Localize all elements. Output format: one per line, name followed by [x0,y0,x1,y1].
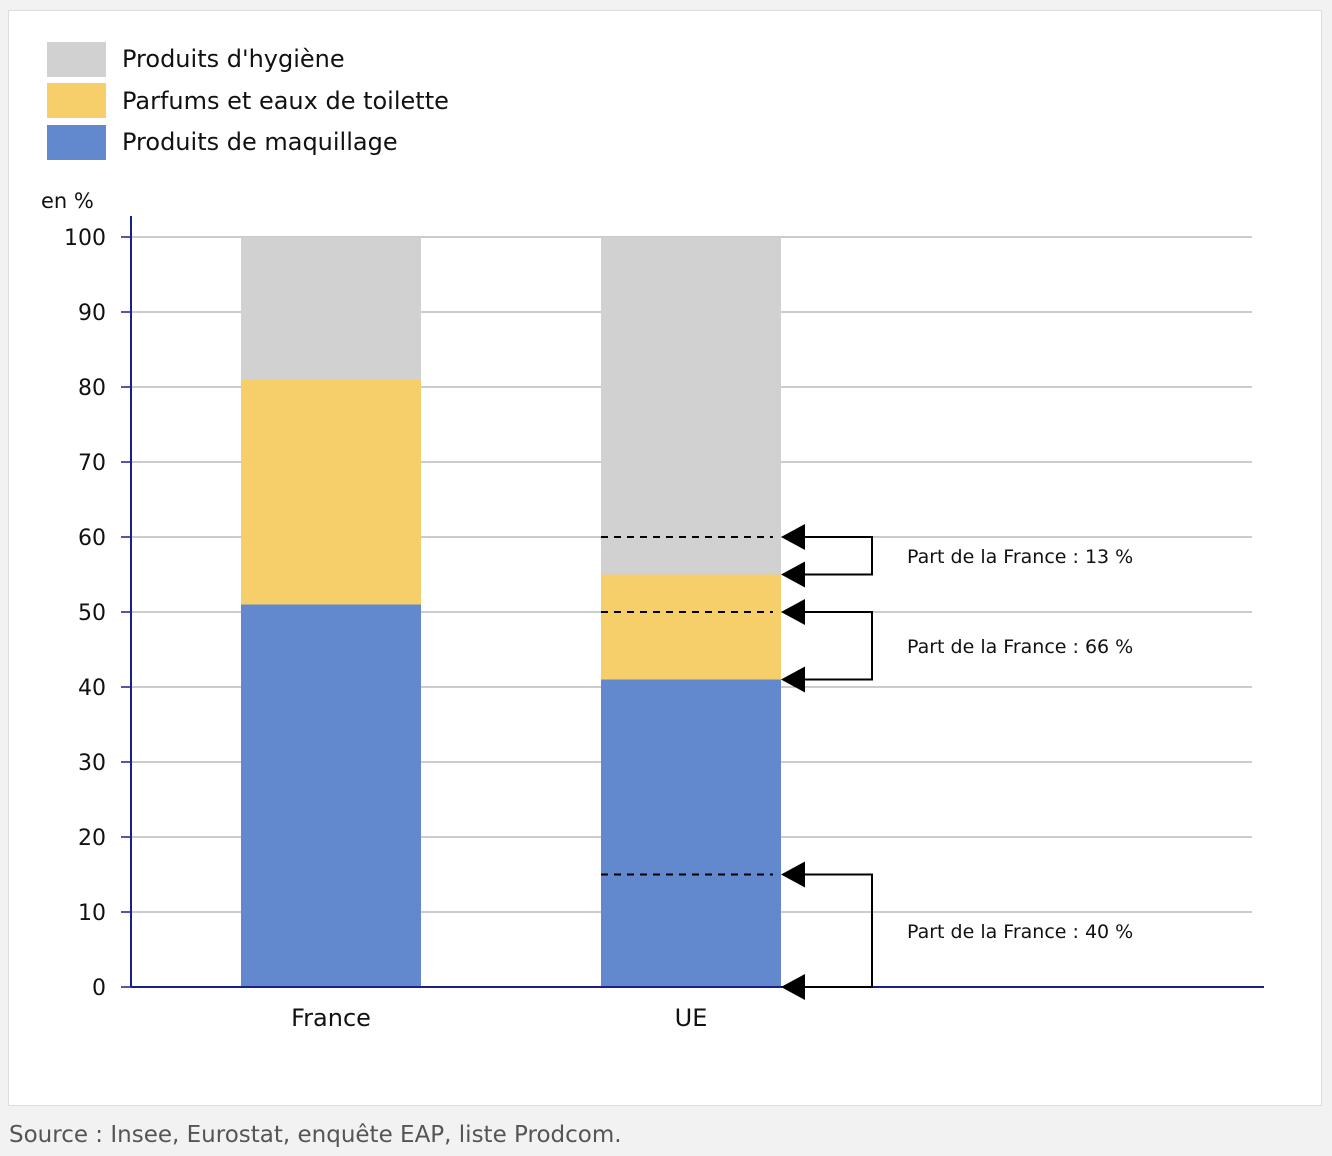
y-axis-label: en % [41,189,94,213]
annotation-arrow [781,599,805,625]
annotation-arrow [781,861,805,888]
source-note: Source : Insee, Eurostat, enquête EAP, l… [9,1122,622,1148]
annotation-label: Part de la France : 66 % [907,636,1133,658]
x-tick-label: France [291,1004,371,1032]
y-tick-label: 40 [78,676,106,701]
legend-item: Produits de maquillage [47,124,449,160]
bar-segment [241,237,421,380]
x-tick-label: UE [675,1004,708,1032]
bar-segment [601,679,781,987]
y-tick-label: 20 [78,826,106,851]
legend-item: Produits d'hygiène [47,41,449,77]
y-tick-label: 100 [64,226,106,251]
annotation-arrow [781,561,805,588]
annotation-arrow [781,524,805,550]
y-tick-label: 60 [78,526,106,551]
y-tick-label: 30 [78,751,106,776]
annotation-bracket [805,611,873,681]
bar-segment [601,574,781,680]
annotation-label: Part de la France : 40 % [907,921,1133,943]
y-tick-label: 10 [78,901,106,926]
y-tick-label: 0 [92,976,106,1001]
legend-label: Parfums et eaux de toilette [122,86,449,115]
legend-label: Produits de maquillage [122,128,398,156]
chart-card: Produits d'hygiène Parfums et eaux de toi… [8,10,1322,1106]
legend-label: Produits d'hygiène [122,45,345,73]
bar-segment [241,604,421,987]
y-tick-label: 70 [78,451,106,476]
annotation-bracket [805,536,873,576]
y-tick-label: 50 [78,601,106,626]
bar-segment [241,379,421,605]
legend-swatch [47,124,106,160]
annotation-arrow [781,666,805,693]
bar-segment [601,237,781,575]
annotation-label: Part de la France : 13 % [907,546,1133,568]
stacked-bar-chart: en % 0 10 20 30 40 50 60 70 80 90 100 France UE Part d… [41,189,1264,1032]
y-tick-label: 80 [78,376,106,401]
annotation-bracket [805,873,873,988]
legend-swatch [47,41,106,77]
y-tick-label: 90 [78,301,106,326]
legend-swatch [47,83,106,118]
legend-item: Parfums et eaux de toilette [47,83,449,119]
legend: Produits d'hygiène Parfums et eaux de toi… [47,41,449,166]
annotation-arrow [781,974,805,1000]
